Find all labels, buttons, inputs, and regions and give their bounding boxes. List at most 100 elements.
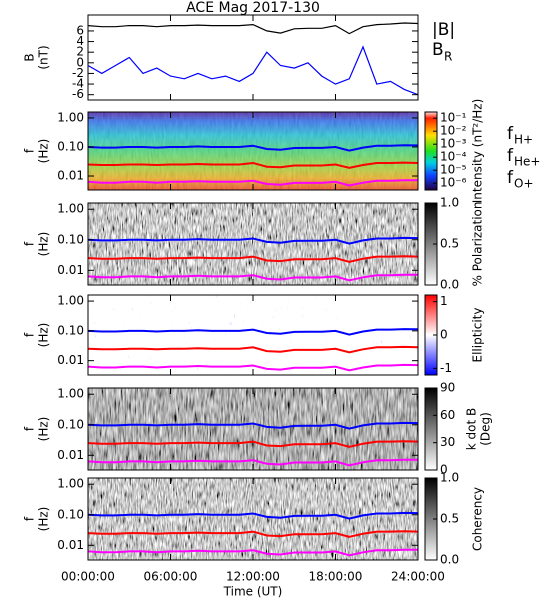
- data-line: [87, 363, 419, 372]
- colorbar-label: % Polarization: [471, 202, 485, 287]
- y-axis-label: f: [23, 516, 37, 521]
- y-tick-label: 0.10: [57, 417, 84, 431]
- y-axis-label: f: [23, 426, 37, 431]
- legend-subscript: He+: [514, 155, 540, 169]
- y-axis-unit: (Hz): [37, 323, 51, 348]
- colorbar-label: k dot B: [465, 408, 479, 450]
- colorbar-tick-label: 10⁻³: [440, 137, 467, 151]
- plot-frame: [87, 14, 419, 101]
- legend-label: |B|: [432, 20, 455, 40]
- y-tick-label: -6: [72, 87, 84, 101]
- y-tick-label: 0.01: [57, 353, 84, 367]
- colorbar-tick-label: 0.5: [440, 512, 459, 526]
- data-line: [87, 458, 419, 467]
- y-tick-label: 1.00: [57, 110, 84, 124]
- spectrogram-texture: [88, 112, 418, 190]
- colorbar-tick-label: 0: [440, 463, 448, 477]
- y-tick-label: 0.10: [57, 507, 84, 521]
- x-axis-label: Time (UT): [223, 585, 283, 599]
- colorbar-tick-label: 0.0: [440, 553, 459, 567]
- legend-label: f: [507, 146, 514, 166]
- y-axis-unit: (nT): [37, 45, 51, 69]
- y-tick-label: 2: [76, 45, 84, 59]
- data-line: [87, 45, 419, 96]
- colorbar-tick-label: 0: [440, 328, 448, 342]
- spectrogram-image: [88, 388, 418, 470]
- y-tick-label: 0.01: [57, 263, 84, 277]
- data-line: [87, 548, 419, 557]
- data-line: [87, 530, 419, 538]
- y-tick-label: -4: [72, 77, 84, 91]
- data-line: [87, 421, 419, 430]
- y-tick-label: 1.00: [57, 294, 84, 308]
- colorbar-tick-label: 0.5: [440, 237, 459, 251]
- y-axis-label: f: [23, 332, 37, 337]
- x-tick-label: 00:00:00: [61, 570, 115, 584]
- legend-label: f: [507, 168, 514, 188]
- y-tick-label: 4: [76, 34, 84, 48]
- colorbar-tick-label: 10⁻¹: [440, 111, 467, 125]
- legend-label: f: [507, 124, 514, 144]
- colorbar-label: Ellipticity: [471, 308, 485, 363]
- y-axis-unit: (Hz): [37, 507, 51, 532]
- data-line: [87, 328, 419, 336]
- y-axis-unit: (Hz): [37, 417, 51, 442]
- y-tick-label: -2: [72, 66, 84, 80]
- x-tick-label: 18:00:00: [309, 570, 363, 584]
- spectrogram-image: [88, 478, 418, 560]
- y-tick-label: 0.01: [57, 169, 84, 183]
- y-tick-label: 0.10: [57, 232, 84, 246]
- data-line: [87, 179, 419, 187]
- data-line: [87, 440, 419, 448]
- y-tick-label: 0.01: [57, 448, 84, 462]
- y-tick-label: 0: [76, 55, 84, 69]
- y-tick-label: 1.00: [57, 387, 84, 401]
- x-tick-label: 06:00:00: [144, 570, 198, 584]
- y-tick-label: 0.01: [57, 538, 84, 552]
- colorbar-tick-label: 60: [440, 408, 455, 422]
- data-line: [87, 236, 419, 245]
- y-tick-label: 6: [76, 23, 84, 37]
- colorbar-tick-label: -1: [440, 361, 452, 375]
- y-axis-label: f: [23, 148, 37, 153]
- legend-subscript: R: [444, 50, 452, 64]
- y-tick-label: 1.00: [57, 477, 84, 491]
- x-tick-label: 12:00:00: [226, 570, 280, 584]
- y-axis-label: f: [23, 241, 37, 246]
- colorbar-unit: (Deg): [479, 412, 493, 446]
- spectrogram-image: [88, 295, 418, 375]
- colorbar-tick-label: 1: [440, 294, 448, 308]
- y-axis-unit: (Hz): [37, 232, 51, 257]
- data-line: [87, 345, 419, 354]
- colorbar-tick-label: 10⁻⁶: [440, 176, 467, 190]
- colorbar-tick-label: 30: [440, 435, 455, 449]
- data-line: [87, 255, 419, 263]
- spectrogram-image: [88, 203, 418, 285]
- data-line: [87, 161, 419, 169]
- y-tick-label: 0.10: [57, 323, 84, 337]
- y-axis-unit: (Hz): [37, 139, 51, 164]
- data-line: [87, 273, 419, 282]
- legend-subscript: O+: [514, 177, 534, 191]
- colorbar-tick-label: 0.0: [440, 278, 459, 292]
- figure-title: ACE Mag 2017-130: [186, 0, 320, 16]
- colorbar-label: Intensity (nT²/Hz): [471, 99, 485, 204]
- colorbar-tick-label: 1.0: [440, 471, 459, 485]
- colorbar-label: Coherency: [471, 487, 485, 551]
- colorbar-tick-label: 90: [440, 381, 455, 395]
- y-axis-label: B: [23, 53, 37, 61]
- data-line: [87, 511, 419, 520]
- data-line: [87, 144, 419, 152]
- colorbar-tick-label: 1.0: [440, 196, 459, 210]
- legend-label: B: [432, 40, 444, 60]
- colorbar-tick-label: 10⁻²: [440, 124, 467, 138]
- x-tick-label: 24:00:00: [391, 570, 445, 584]
- colorbar-tick-label: 10⁻⁴: [440, 150, 467, 164]
- data-line: [87, 22, 419, 35]
- colorbar-tick-label: 10⁻⁵: [440, 163, 467, 177]
- colorbar: [424, 111, 438, 191]
- colorbar: [424, 387, 438, 471]
- y-tick-label: 0.10: [57, 139, 84, 153]
- y-tick-label: 1.00: [57, 202, 84, 216]
